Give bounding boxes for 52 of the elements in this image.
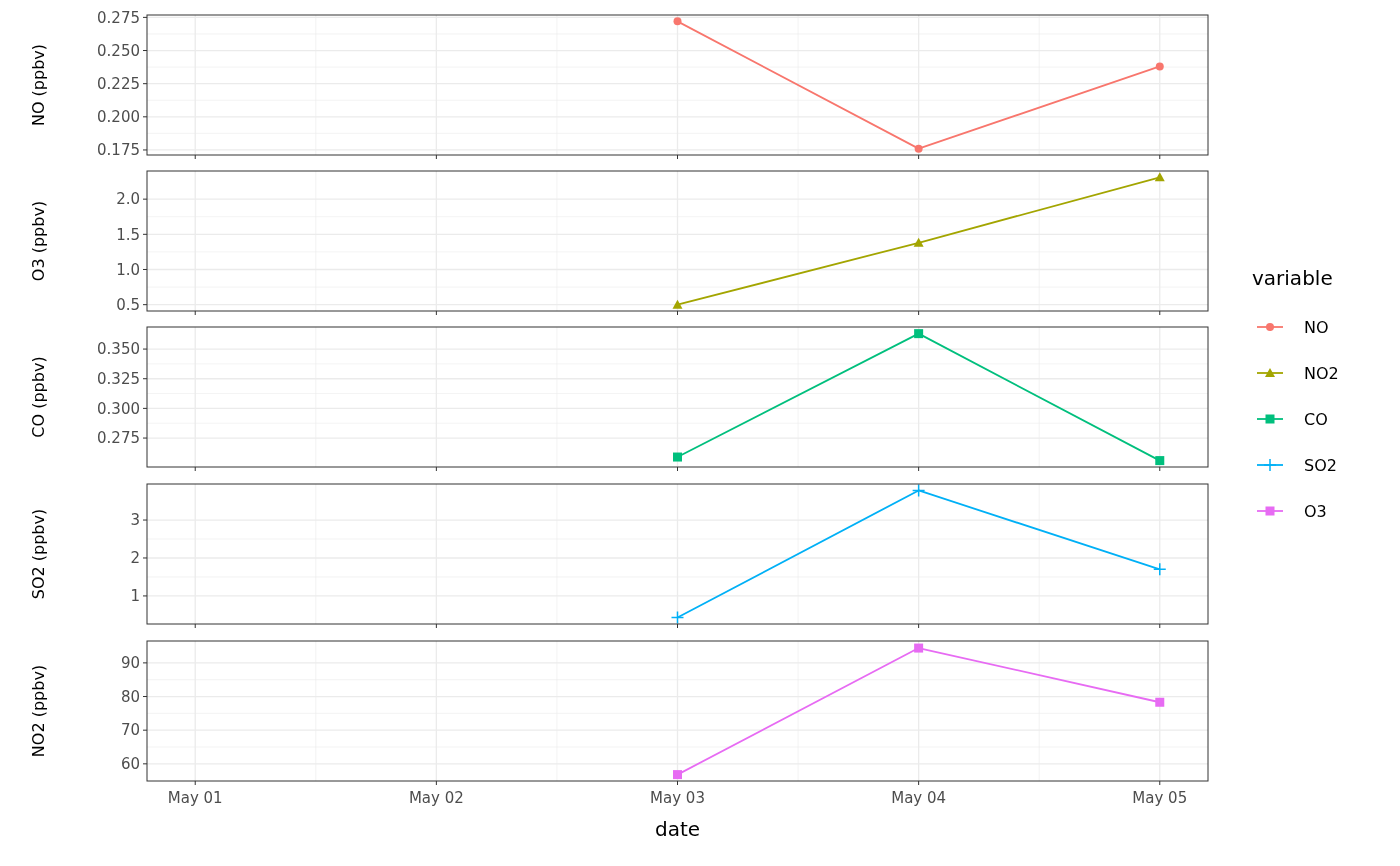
point [670,610,685,625]
x-tick-label: May 03 [650,789,705,807]
point [1153,562,1167,577]
point [913,237,924,247]
x-axis-title: date [654,817,701,841]
legend-label: NO [1304,317,1329,337]
y-tick-label: 1.5 [116,225,140,244]
y-tick-label: 1 [130,587,140,606]
point [673,17,682,26]
point [911,483,926,498]
y-tick-label: 3 [130,511,140,530]
y-tick-label: 0.350 [97,340,140,359]
y-tick-label: 0.225 [97,74,140,93]
legend-label: NO2 [1304,363,1339,383]
legend-label: O3 [1304,501,1327,521]
x-tick-label: May 05 [1132,789,1188,807]
point [673,452,682,462]
y-tick-label: 0.200 [97,108,140,127]
y-tick-label: 0.275 [97,429,140,448]
legend-label: SO2 [1304,455,1337,475]
y-tick-label: 0.175 [97,141,140,160]
y-tick-label: 0.250 [97,41,140,60]
x-tick-label: May 04 [891,789,947,807]
point [914,329,924,339]
y-tick-label: 0.300 [97,399,140,418]
y-tick-label: 70 [120,721,140,740]
y-axis-title: NO (ppbv) [29,43,48,127]
y-tick-label: 60 [120,755,140,774]
y-tick-label: 80 [120,687,140,706]
x-tick-label: May 02 [408,789,464,807]
y-tick-label: 0.275 [97,8,140,27]
y-tick-label: 1.0 [116,260,140,279]
y-axis-title: CO (ppbv) [29,356,48,438]
y-tick-label: 2 [130,549,140,568]
point [914,144,923,153]
point [672,299,683,309]
x-tick-label: May 01 [167,789,223,807]
point [673,770,682,780]
y-axis-title: SO2 (ppbv) [29,508,48,600]
y-axis-title: NO2 (ppbv) [29,664,48,758]
point [1154,172,1165,182]
y-tick-label: 2.0 [116,190,140,209]
point [1155,456,1165,466]
y-axis-title: O3 (ppbv) [29,200,48,282]
legend-label: CO [1304,409,1328,429]
point [1155,62,1164,71]
point [914,643,924,653]
y-tick-label: 0.5 [116,295,140,314]
point [1155,697,1165,707]
legend-title: variable [1252,266,1333,290]
y-tick-label: 90 [120,654,140,673]
y-tick-label: 0.325 [97,369,140,388]
